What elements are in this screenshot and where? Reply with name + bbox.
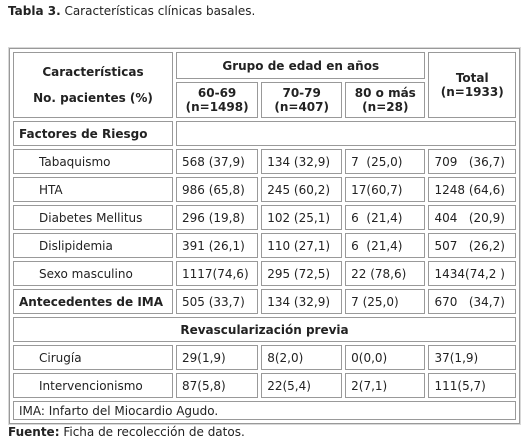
cell: 295 (72,5): [261, 261, 343, 286]
cell: 29(1,9): [176, 345, 259, 370]
cell: 1117(74,6): [176, 261, 259, 286]
cell: 134 (32,9): [261, 149, 343, 174]
header-text: 80 o más: [354, 86, 416, 100]
table-row: Diabetes Mellitus 296 (19,8) 102 (25,1) 6 (…: [13, 205, 516, 230]
empty-cell: [176, 121, 516, 146]
table-row: Tabaquismo 568 (37,9) 134 (32,9) 7 (25,0) 70…: [13, 149, 516, 174]
cell: 0(0,0): [345, 345, 426, 370]
header-text: Características: [42, 65, 144, 79]
cell: 111(5,7): [428, 373, 516, 398]
cell: 245 (60,2): [261, 177, 343, 202]
source-text: Ficha de recolección de datos.: [63, 425, 245, 439]
table-row: Antecedentes de IMA 505 (33,7) 134 (32,9) 7…: [13, 289, 516, 314]
header-row: Características No. pacientes (%) Grupo d…: [13, 52, 516, 118]
header-text: 60-69: [197, 86, 237, 100]
cell: 709 (36,7): [428, 149, 516, 174]
row-label: HTA: [13, 177, 173, 202]
table-frame: Características No. pacientes (%) Grupo d…: [8, 47, 521, 425]
header-text: (n=1933): [440, 85, 504, 99]
table-row: HTA 986 (65,8) 245 (60,2) 17(60,7) 1248 (64,…: [13, 177, 516, 202]
cell: 134 (32,9): [261, 289, 343, 314]
table-row: Intervencionismo 87(5,8) 22(5,4) 2(7,1) 111(…: [13, 373, 516, 398]
cell: 507 (26,2): [428, 233, 516, 258]
group-title: Antecedentes de IMA: [13, 289, 173, 314]
table-row: Cirugía 29(1,9) 8(2,0) 0(0,0) 37(1,9): [13, 345, 516, 370]
group-row: Revascularización previa: [13, 317, 516, 342]
note: IMA: Infarto del Miocardio Agudo.: [13, 401, 516, 420]
cell: 110 (27,1): [261, 233, 343, 258]
cell: 8(2,0): [261, 345, 343, 370]
table-row: Sexo masculino 1117(74,6) 295 (72,5) 22 (78…: [13, 261, 516, 286]
table: Características No. pacientes (%) Grupo d…: [9, 48, 520, 424]
cell: 1248 (64,6): [428, 177, 516, 202]
cell: 22 (78,6): [345, 261, 426, 286]
cell: 391 (26,1): [176, 233, 259, 258]
header-text: (n=407): [274, 100, 329, 114]
cell: 87(5,8): [176, 373, 259, 398]
cell: 670 (34,7): [428, 289, 516, 314]
row-label: Sexo masculino: [13, 261, 173, 286]
cell: 17(60,7): [345, 177, 426, 202]
source-label: Fuente:: [8, 425, 60, 439]
row-label: Tabaquismo: [13, 149, 173, 174]
header-cell: 60-69 (n=1498): [176, 82, 259, 118]
header-text: (n=1498): [185, 100, 249, 114]
cell: 296 (19,8): [176, 205, 259, 230]
cell: 568 (37,9): [176, 149, 259, 174]
cell: 102 (25,1): [261, 205, 343, 230]
row-label: Diabetes Mellitus: [13, 205, 173, 230]
group-title: Factores de Riesgo: [13, 121, 173, 146]
cell: 6 (21,4): [345, 205, 426, 230]
cell: 7 (25,0): [345, 289, 426, 314]
row-label: Cirugía: [13, 345, 173, 370]
cell: 505 (33,7): [176, 289, 259, 314]
cell: 404 (20,9): [428, 205, 516, 230]
row-label: Dislipidemia: [13, 233, 173, 258]
cell: 6 (21,4): [345, 233, 426, 258]
header-cell: Total (n=1933): [428, 52, 516, 118]
row-label: Intervencionismo: [13, 373, 173, 398]
group-row: Factores de Riesgo: [13, 121, 516, 146]
header-cell: 80 o más (n=28): [345, 82, 426, 118]
cell: 7 (25,0): [345, 149, 426, 174]
table-row: Dislipidemia 391 (26,1) 110 (27,1) 6 (21,4)…: [13, 233, 516, 258]
cell: 1434(74,2 ): [428, 261, 516, 286]
header-cell: Grupo de edad en años: [176, 52, 426, 79]
header-text: 70-79: [282, 86, 321, 100]
caption-label: Tabla 3.: [8, 4, 61, 18]
header-row: 60-69 (n=1498) 70-79 (n=407) 80 o más (n=28): [13, 82, 516, 118]
header-cell: Características No. pacientes (%): [13, 52, 173, 118]
table-body: Características No. pacientes (%) Grupo d…: [13, 52, 516, 420]
cell: 37(1,9): [428, 345, 516, 370]
source: Fuente: Ficha de recolección de datos.: [8, 425, 245, 439]
header-text: (n=28): [362, 100, 409, 114]
header-cell: 70-79 (n=407): [261, 82, 343, 118]
group-title: Revascularización previa: [13, 317, 516, 342]
cell: 22(5,4): [261, 373, 343, 398]
header-text: No. pacientes (%): [33, 91, 153, 105]
caption-text: Características clínicas basales.: [64, 4, 256, 18]
header-text: Total: [455, 71, 489, 85]
caption: Tabla 3. Características clínicas basale…: [8, 4, 255, 18]
cell: 2(7,1): [345, 373, 426, 398]
note-row: IMA: Infarto del Miocardio Agudo.: [13, 401, 516, 420]
cell: 986 (65,8): [176, 177, 259, 202]
